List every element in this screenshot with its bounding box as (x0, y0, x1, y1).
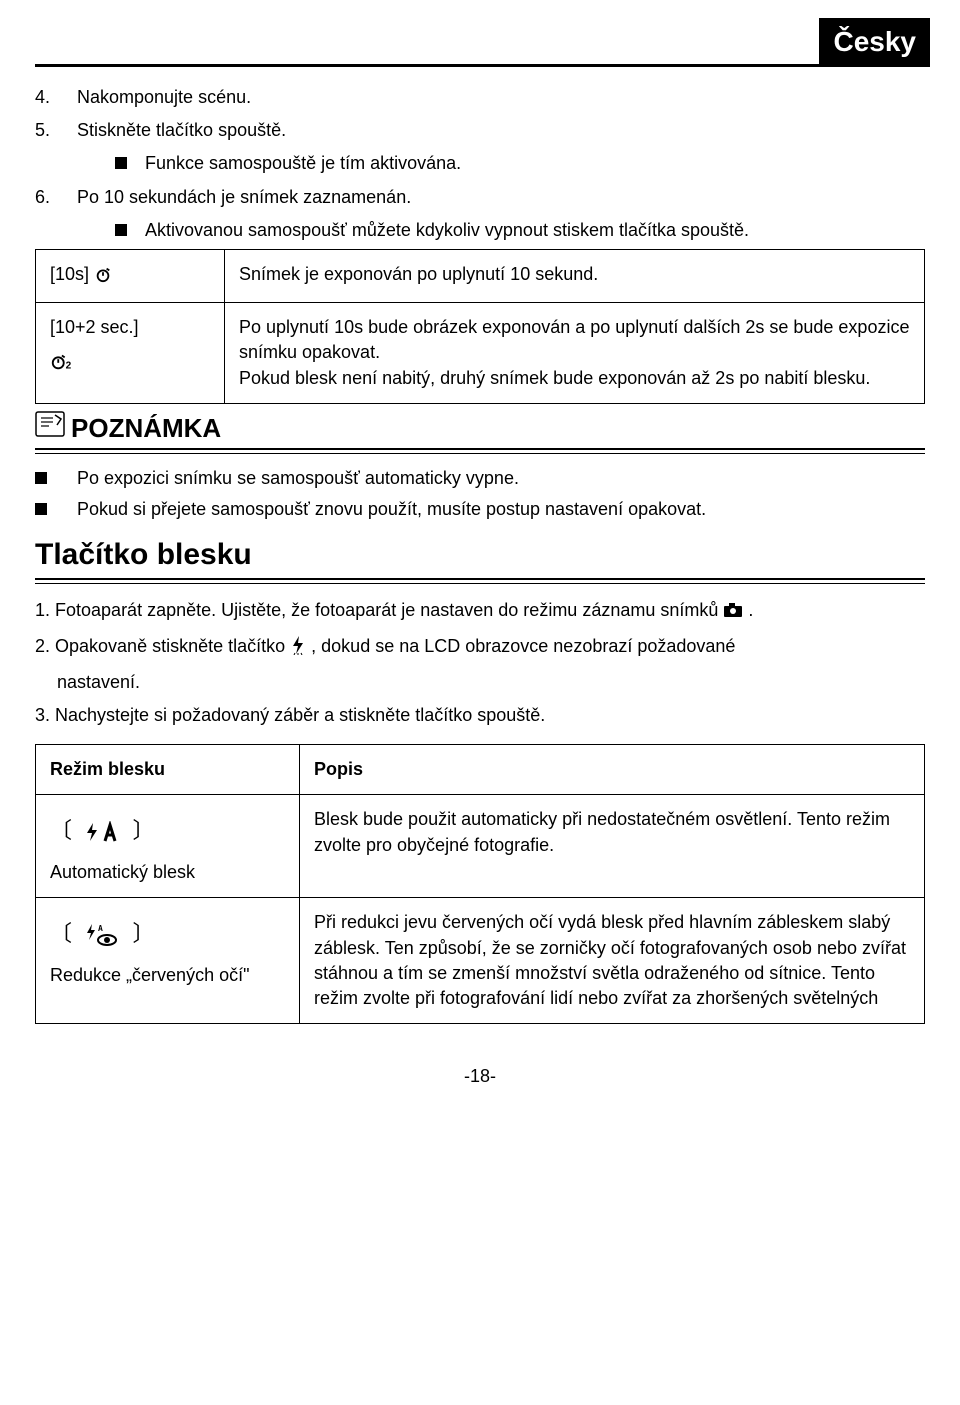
table-row: 〔 〕 Automatický blesk Blesk bude použit … (36, 795, 925, 898)
table-header-row: Režim blesku Popis (36, 745, 925, 795)
sub-text: Funkce samospouště je tím aktivována. (145, 151, 461, 176)
step-number: 5. (35, 118, 77, 143)
mode-icon-redeye: 〔 A 〕 (50, 920, 285, 951)
language-tab: Česky (819, 18, 930, 67)
mode-name: Redukce „červených očí" (50, 963, 285, 988)
instr-text: 2. Opakovaně stiskněte tlačítko (35, 636, 290, 656)
bracket: 〕 (133, 922, 155, 947)
desc-line: Po uplynutí 10s bude obrázek exponován a… (239, 315, 910, 365)
mode-icon-auto: 〔 〕 (50, 817, 285, 848)
desc-cell: Při redukci jevu červených očí vydá bles… (300, 898, 925, 1024)
step-text: Nakomponujte scénu. (77, 85, 251, 110)
bullet-icon (115, 157, 127, 169)
timer-label: [10+2 sec.] (50, 315, 210, 340)
note-rule (35, 448, 925, 454)
step-4: 4. Nakomponujte scénu. (35, 85, 925, 110)
timer-icon (94, 265, 112, 290)
step-6: 6. Po 10 sekundách je snímek zaznamenán. (35, 185, 925, 210)
header-rule (35, 64, 925, 67)
section-rule (35, 578, 925, 584)
step-5: 5. Stiskněte tlačítko spouště. (35, 118, 925, 143)
table-row: [10+2 sec.] 2 Po uplynutí 10s bude obráz… (36, 303, 925, 404)
flash-mode-table: Režim blesku Popis 〔 〕 Automatický blesk… (35, 744, 925, 1024)
timer-cell-label: [10+2 sec.] 2 (36, 303, 225, 404)
bracket: 〔 (50, 819, 85, 844)
timer-cell-desc: Po uplynutí 10s bude obrázek exponován a… (225, 303, 925, 404)
mode-name: Automatický blesk (50, 860, 285, 885)
bracket: 〔 (50, 922, 85, 947)
instr-1: 1. Fotoaparát zapněte. Ujistěte, že foto… (35, 598, 925, 625)
note-text: Pokud si přejete samospoušť znovu použít… (77, 497, 706, 522)
sub-text: Aktivovanou samospoušť můžete kdykoliv v… (145, 218, 749, 243)
step-6-sub: Aktivovanou samospoušť můžete kdykoliv v… (115, 218, 925, 243)
bullet-icon (35, 472, 47, 484)
note-bullet: Po expozici snímku se samospoušť automat… (35, 466, 925, 491)
timer-table: [10s] Snímek je exponován po uplynutí 10… (35, 249, 925, 404)
instr-3: 3. Nachystejte si požadovaný záběr a sti… (35, 703, 925, 728)
note-text: Po expozici snímku se samospoušť automat… (77, 466, 519, 491)
table-row: 〔 A 〕 Redukce „červených očí" Při redukc… (36, 898, 925, 1024)
step-5-sub: Funkce samospouště je tím aktivována. (115, 151, 925, 176)
instr-text: , dokud se na LCD obrazovce nezobrazí po… (311, 636, 735, 656)
bullet-icon (115, 224, 127, 236)
camera-icon (723, 600, 743, 625)
col-mode: Režim blesku (36, 745, 300, 795)
svg-text:A: A (98, 924, 103, 933)
timer2-icon: 2 (50, 351, 72, 378)
note-title: POZNÁMKA (71, 410, 221, 446)
bullet-icon (35, 503, 47, 515)
step-text: Stiskněte tlačítko spouště. (77, 118, 286, 143)
instr-text: 1. Fotoaparát zapněte. Ujistěte, že foto… (35, 600, 723, 620)
desc-line: Pokud blesk není nabitý, druhý snímek bu… (239, 366, 910, 391)
instr-text: . (748, 600, 753, 620)
timer-cell-label: [10s] (36, 249, 225, 302)
note-bullet: Pokud si přejete samospoušť znovu použít… (35, 497, 925, 522)
step-number: 6. (35, 185, 77, 210)
desc-cell: Blesk bude použit automaticky při nedost… (300, 795, 925, 898)
col-desc: Popis (300, 745, 925, 795)
flash-button-icon (290, 635, 306, 662)
instr-2: 2. Opakovaně stiskněte tlačítko , dokud … (35, 634, 925, 662)
flash-section-title: Tlačítko blesku (35, 534, 925, 576)
instr-2-cont: nastavení. (57, 670, 925, 695)
step-text: Po 10 sekundách je snímek zaznamenán. (77, 185, 411, 210)
page-number: -18- (35, 1064, 925, 1089)
mode-cell: 〔 〕 Automatický blesk (36, 795, 300, 898)
mode-cell: 〔 A 〕 Redukce „červených očí" (36, 898, 300, 1024)
timer-cell-desc: Snímek je exponován po uplynutí 10 sekun… (225, 249, 925, 302)
step-number: 4. (35, 85, 77, 110)
timer-label: [10s] (50, 264, 89, 284)
bracket: 〕 (133, 819, 155, 844)
table-row: [10s] Snímek je exponován po uplynutí 10… (36, 249, 925, 302)
note-header: POZNÁMKA (35, 410, 925, 446)
note-icon (35, 411, 65, 444)
svg-text:2: 2 (66, 361, 72, 372)
